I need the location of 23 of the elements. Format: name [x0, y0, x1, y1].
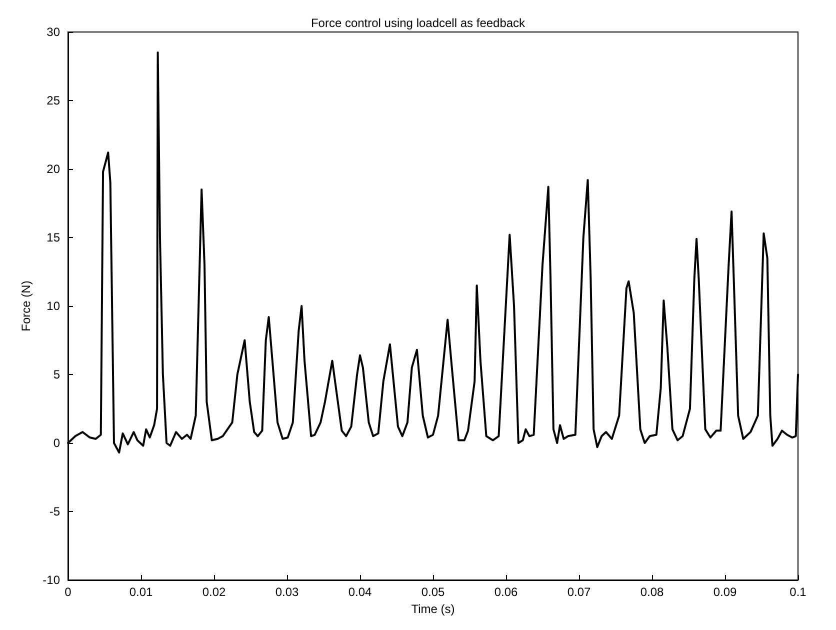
x-axis-title: Time (s): [411, 602, 455, 616]
y-axis-title: Force (N): [18, 280, 33, 332]
x-tick-label: 0.05: [421, 585, 445, 599]
y-tick-label: 0: [53, 436, 60, 450]
x-tick-label: 0: [64, 585, 72, 599]
y-tick-label: 5: [53, 368, 60, 382]
y-tick-label: 10: [46, 299, 60, 313]
y-tick-label: 30: [46, 25, 60, 39]
y-tick-label: -10: [42, 573, 60, 587]
x-tick-label: 0.07: [567, 585, 591, 599]
y-tick-label: 15: [46, 230, 60, 244]
y-tick-label: 20: [46, 162, 60, 176]
chart-title: Force control using loadcell as feedback: [310, 16, 526, 30]
x-tick-label: 0.02: [202, 585, 226, 599]
x-tick-label: 0.04: [348, 585, 372, 599]
x-tick-label: 0.1: [790, 585, 807, 599]
x-tick-label: 0.01: [129, 585, 153, 599]
y-tick-label: -5: [49, 504, 60, 518]
x-tick-label: 0.03: [275, 585, 299, 599]
x-tick-label: 0.09: [713, 585, 737, 599]
x-tick-label: 0.08: [640, 585, 664, 599]
x-tick-label: 0.06: [494, 585, 518, 599]
y-tick-label: 25: [46, 94, 60, 108]
